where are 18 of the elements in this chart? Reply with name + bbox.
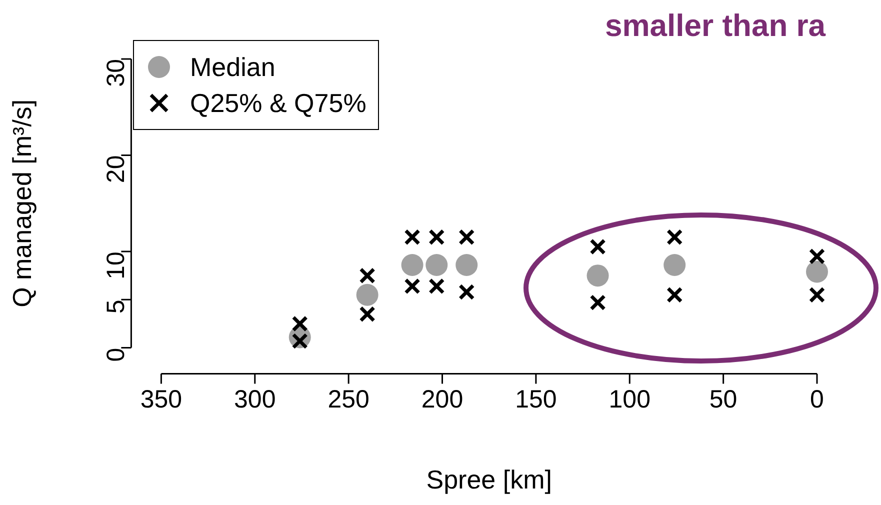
legend-label: Q25% & Q75% — [190, 88, 366, 118]
y-tick-label: 0 — [102, 348, 130, 362]
x-tick-label: 350 — [140, 386, 182, 414]
x-tick-label: 250 — [328, 386, 370, 414]
x-tick-label: 300 — [234, 386, 276, 414]
x-axis-title: Spree [km] — [426, 464, 552, 495]
y-tick-label: 5 — [102, 300, 130, 314]
y-tick-label: 10 — [102, 252, 130, 280]
x-tick-label: 100 — [608, 386, 650, 414]
x-tick-label: 50 — [709, 386, 738, 414]
x-tick-label: 150 — [515, 386, 557, 414]
text: smaller than ra — [605, 8, 826, 44]
y-axis-title: Q managed [m³/s] — [6, 99, 37, 308]
y-tick-label: 20 — [102, 155, 130, 184]
legend-label: Median — [190, 52, 276, 82]
x-tick-label: 200 — [421, 386, 464, 414]
x-tick-label: 0 — [810, 386, 824, 414]
y-tick-label: 30 — [102, 59, 130, 87]
